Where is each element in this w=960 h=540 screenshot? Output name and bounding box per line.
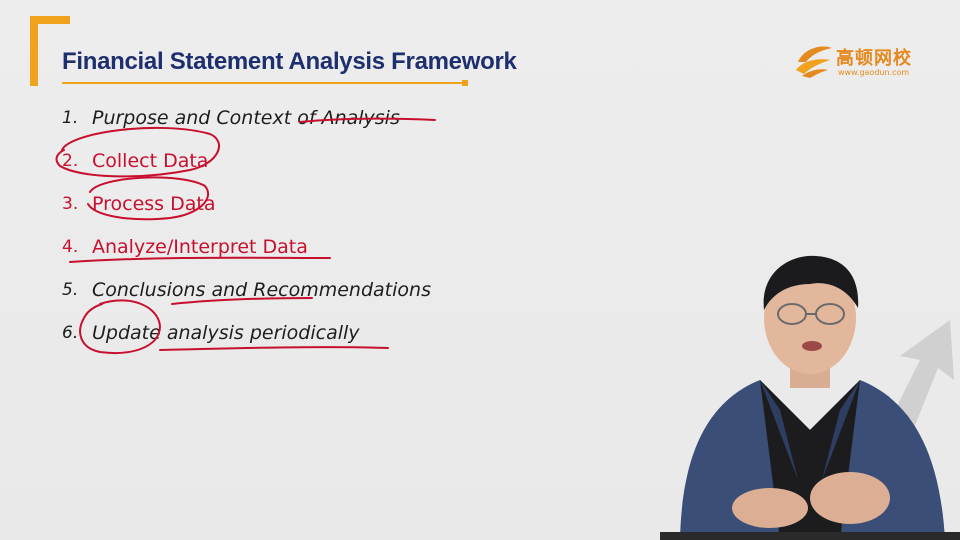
list-item-text: Purpose and Context of Analysis [92, 106, 400, 129]
list-item-number: 1. [62, 107, 79, 128]
list-item-number: 4. [62, 236, 79, 257]
list-item-3: 3. Process Data [62, 182, 431, 225]
list-item-text: Update analysis periodically [92, 321, 360, 344]
title-frame-left [30, 16, 38, 86]
list-item-text: Collect Data [92, 149, 209, 172]
title-underline [62, 82, 468, 84]
list-item-text: Process Data [92, 192, 216, 215]
list-item-2: 2. Collect Data [62, 139, 431, 182]
slide-title: Financial Statement Analysis Framework [62, 48, 517, 75]
logo-name: 高顿网校 [836, 48, 912, 69]
list-item-4: 4. Analyze/Interpret Data [62, 225, 431, 268]
logo-url: www.gaodun.com [838, 68, 910, 77]
list-item-1: 1. Purpose and Context of Analysis [62, 96, 431, 139]
list-item-number: 3. [62, 193, 79, 214]
framework-steps-list: 1. Purpose and Context of Analysis 2. Co… [62, 96, 431, 354]
list-item-6: 6. Update analysis periodically [62, 311, 431, 354]
logo-mark-icon [796, 46, 832, 78]
gaodun-logo: 高顿网校 www.gaodun.com [792, 40, 922, 80]
presenter-video [660, 255, 960, 540]
title-underline-dot [462, 80, 468, 86]
list-item-number: 6. [62, 322, 79, 343]
list-item-text: Conclusions and Recommendations [92, 278, 431, 301]
list-item-text: Analyze/Interpret Data [92, 235, 308, 258]
list-item-number: 2. [62, 150, 79, 171]
list-item-number: 5. [62, 279, 79, 300]
list-item-5: 5. Conclusions and Recommendations [62, 268, 431, 311]
title-frame-top [30, 16, 70, 24]
